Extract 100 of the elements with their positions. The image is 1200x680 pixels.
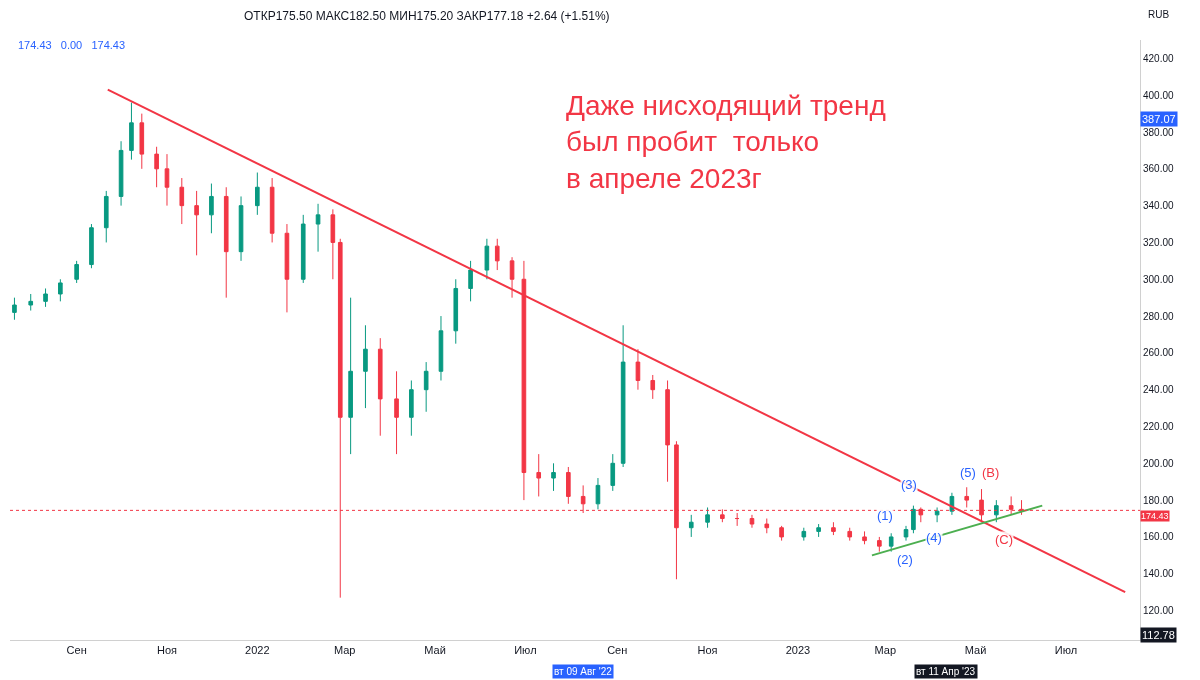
candlestick — [377, 337, 383, 437]
candlestick — [903, 525, 909, 542]
x-tick-label: Май — [964, 644, 987, 657]
y-tick-label: 400.00 — [1143, 89, 1175, 101]
text: 112.78 — [1142, 629, 1175, 641]
y-tick-label: 140.00 — [1143, 568, 1175, 580]
y-tick-label: 180.00 — [1143, 494, 1175, 506]
candlestick — [164, 153, 170, 207]
candlestick — [409, 379, 414, 437]
candlestick — [284, 223, 290, 313]
candlestick — [238, 195, 244, 262]
x-tick-label: Сен — [607, 644, 628, 657]
candlestick — [877, 536, 882, 553]
candlestick — [862, 530, 867, 545]
candlestick — [620, 324, 626, 468]
y-tick-label: 220.00 — [1143, 421, 1175, 432]
candlestick — [484, 238, 490, 280]
candlestick — [468, 260, 473, 302]
text: RUB — [1148, 9, 1170, 20]
candlestick — [749, 514, 755, 529]
candlestick — [89, 223, 94, 269]
candlestick — [494, 238, 500, 271]
x-tick-label: 2022 — [245, 644, 270, 657]
candlestick — [635, 348, 641, 391]
y-tick-label: 240.00 — [1143, 384, 1175, 396]
text: ОТКР175.50 МАКС182.50 МИН175.20 ЗАКР177.18 +2.64 (+1.51%) — [244, 9, 610, 23]
x-tick-label: Ноя — [156, 644, 178, 657]
candlestick — [58, 278, 63, 302]
y-tick-label: 420.00 — [1143, 52, 1175, 64]
annotation: (4) — [926, 530, 942, 545]
candlestick — [801, 527, 807, 542]
candlestick — [74, 260, 79, 284]
candlestick — [179, 177, 185, 225]
candlestick — [154, 146, 159, 188]
candlestick — [934, 506, 940, 523]
annotation: Даже нисходящий тренд был пробит только в апреле 2023г — [566, 90, 886, 194]
text: вт 11 Апр '23 — [916, 666, 976, 677]
candlestick — [330, 208, 336, 280]
candlestick — [348, 297, 353, 455]
x-tick-label: Май — [424, 644, 446, 657]
candlestick — [43, 287, 48, 308]
candlestick — [650, 374, 656, 400]
annotation: (C) — [995, 532, 1014, 547]
candlestick — [911, 505, 916, 534]
candlestick — [194, 190, 199, 256]
y-tick-label: 380.00 — [1143, 126, 1175, 138]
y-tick-label: 200.00 — [1143, 457, 1175, 469]
candlestick — [779, 525, 784, 542]
candlestick — [12, 297, 17, 321]
candlestick — [688, 514, 694, 538]
x-tick-label: Июл — [514, 644, 537, 657]
text: 387.07 — [1142, 113, 1176, 125]
candlestick — [139, 113, 145, 170]
candlestick — [223, 186, 229, 299]
candlestick — [551, 462, 556, 492]
x-tick-label: 2023 — [785, 644, 811, 657]
x-tick-label: Мар — [874, 644, 897, 657]
y-tick-label: 120.00 — [1143, 605, 1175, 617]
candlestick — [300, 214, 306, 284]
candlestick — [705, 506, 710, 529]
candlestick — [363, 324, 368, 409]
x-tick-label: Ноя — [697, 644, 718, 657]
x-tick-label: Июл — [1054, 644, 1078, 657]
text: вт 09 Авг '22 — [554, 666, 613, 677]
candlestick — [536, 453, 542, 497]
x-tick-label: Сен — [66, 644, 87, 657]
annotation: (1) — [877, 508, 893, 523]
y-tick-label: 160.00 — [1143, 531, 1175, 543]
ref-line-label: 174.43 — [1141, 511, 1169, 521]
annotation: (5) — [960, 465, 976, 480]
candlestick — [315, 203, 321, 253]
candlestick — [610, 453, 616, 492]
candlestick — [734, 512, 740, 527]
candlestick — [453, 278, 459, 345]
candlestick — [209, 183, 214, 234]
candlestick — [394, 370, 399, 455]
candlestick — [888, 532, 894, 553]
y-tick-label: 340.00 — [1143, 200, 1175, 212]
candlestick — [423, 361, 429, 413]
candlestick — [665, 379, 670, 483]
candlestick — [816, 523, 821, 538]
candlestick — [831, 521, 836, 536]
y-tick-label: 260.00 — [1143, 347, 1175, 359]
candlestick — [438, 315, 444, 381]
candlestick — [28, 293, 34, 312]
candlestick — [847, 527, 853, 542]
annotation: (2) — [897, 552, 913, 567]
x-tick-label: Мар — [333, 644, 356, 657]
candlestick — [521, 260, 527, 501]
y-tick-label: 300.00 — [1143, 273, 1175, 285]
annotation: 174.43 0.00 174.43 — [18, 39, 126, 51]
candlestick — [255, 172, 260, 216]
candlestick — [118, 140, 124, 207]
candlestick — [764, 518, 770, 534]
candlestick — [509, 256, 515, 299]
candlestick — [103, 190, 109, 243]
annotation: (B) — [982, 465, 1000, 480]
y-tick-label: 320.00 — [1143, 236, 1175, 248]
y-tick-label: 360.00 — [1143, 163, 1175, 175]
annotation: (3) — [901, 477, 917, 492]
